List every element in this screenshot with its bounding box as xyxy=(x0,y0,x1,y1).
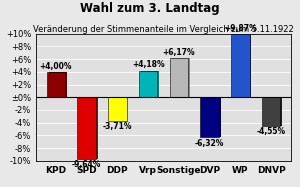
Bar xyxy=(139,71,158,97)
Bar xyxy=(233,34,251,97)
Bar xyxy=(264,97,282,126)
Bar xyxy=(231,34,250,97)
Bar xyxy=(172,58,190,97)
Title: Veränderung der Stimmenanteile im Vergleich zum 5.11.1922: Veränderung der Stimmenanteile im Vergle… xyxy=(33,25,294,34)
Bar xyxy=(77,97,96,159)
Text: -4,55%: -4,55% xyxy=(256,128,286,137)
Text: Wahl zum 3. Landtag: Wahl zum 3. Landtag xyxy=(80,2,220,15)
Bar xyxy=(47,72,65,97)
Bar xyxy=(202,97,220,137)
Bar xyxy=(110,97,128,121)
Bar xyxy=(79,97,98,159)
Text: +4,00%: +4,00% xyxy=(40,62,72,70)
Bar xyxy=(108,97,127,121)
Text: -6,32%: -6,32% xyxy=(195,139,224,148)
Bar xyxy=(200,97,219,137)
Text: +4,18%: +4,18% xyxy=(132,60,164,69)
Text: +6,17%: +6,17% xyxy=(163,48,195,57)
Bar xyxy=(141,71,159,97)
Bar xyxy=(169,58,188,97)
Text: +9,87%: +9,87% xyxy=(224,24,257,33)
Text: -3,71%: -3,71% xyxy=(103,122,132,131)
Text: -9,64%: -9,64% xyxy=(72,160,101,169)
Bar xyxy=(49,72,67,97)
Bar xyxy=(262,97,280,126)
